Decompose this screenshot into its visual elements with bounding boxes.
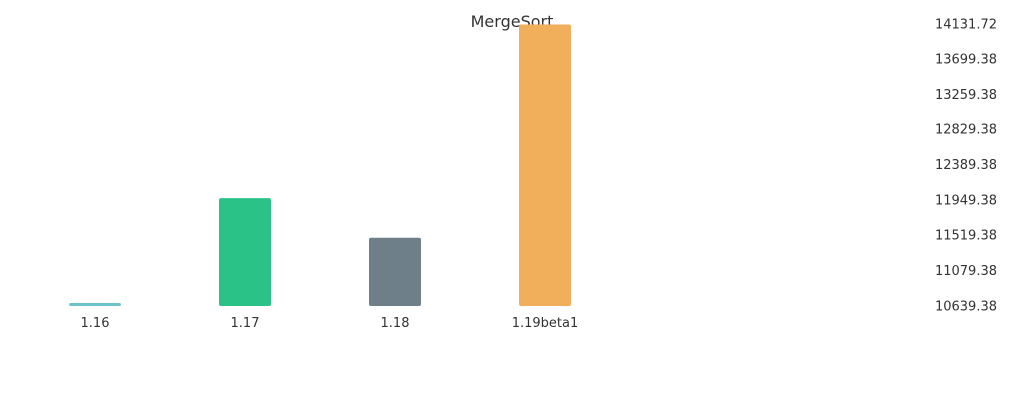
y-tick-label: 11949.38 bbox=[935, 194, 997, 209]
y-axis-tick-labels: 10639.38 11079.38 11519.38 11949.38 12389.38… bbox=[935, 18, 997, 315]
bar-1-17 bbox=[219, 198, 271, 306]
x-tick-label: 1.18 bbox=[381, 316, 410, 331]
y-tick-label: 10639.38 bbox=[935, 300, 997, 315]
y-tick-label: 12829.38 bbox=[935, 123, 997, 138]
bar-1-16 bbox=[69, 303, 121, 306]
y-tick-label: 11079.38 bbox=[935, 264, 997, 279]
y-tick-label: 14131.72 bbox=[935, 18, 997, 33]
y-tick-label: 13699.38 bbox=[935, 52, 997, 67]
y-tick-label: 11519.38 bbox=[935, 228, 997, 243]
x-tick-label: 1.16 bbox=[81, 316, 110, 331]
y-tick-label: 13259.38 bbox=[935, 88, 997, 103]
x-tick-label: 1.19beta1 bbox=[512, 316, 579, 331]
x-axis-tick-labels: 1.16 1.17 1.18 1.19beta1 bbox=[81, 316, 579, 331]
bars-group bbox=[69, 24, 571, 306]
bar-1-18 bbox=[369, 237, 421, 306]
y-tick-label: 12389.38 bbox=[935, 158, 997, 173]
x-tick-label: 1.17 bbox=[231, 316, 260, 331]
bar-1-19beta1 bbox=[519, 24, 571, 306]
